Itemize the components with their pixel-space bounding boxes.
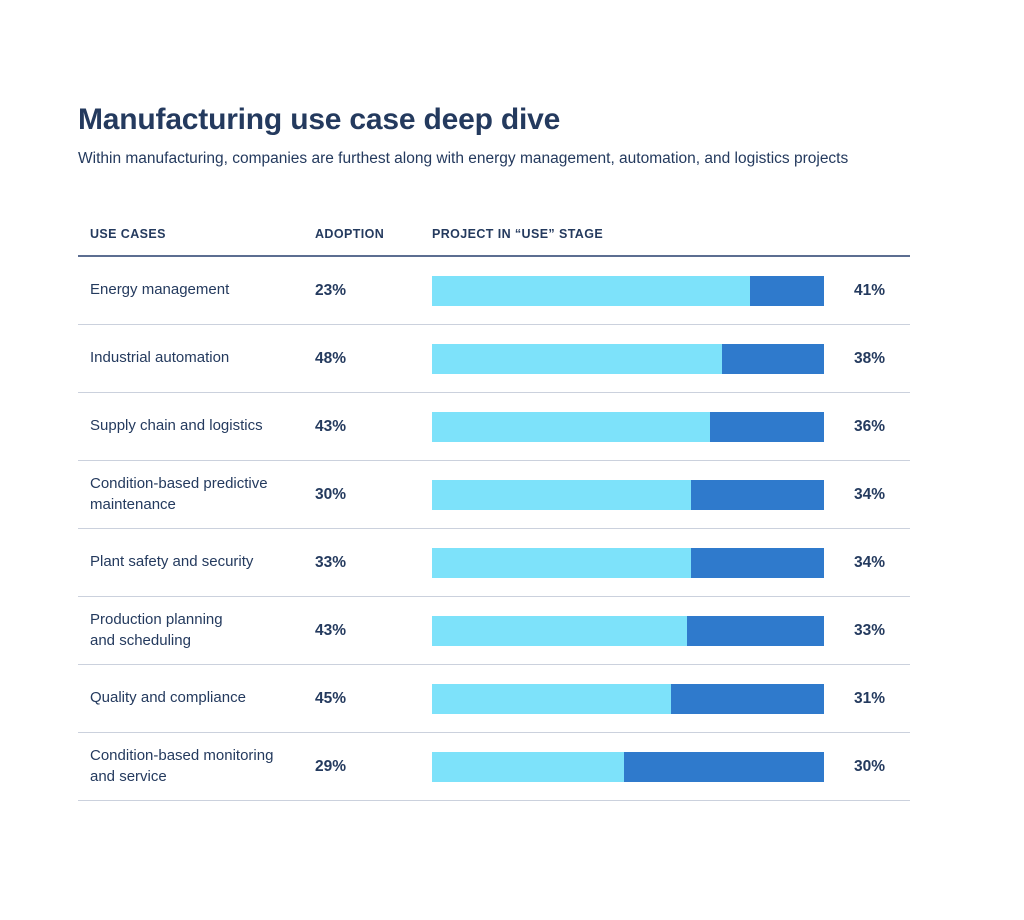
column-header-use-cases: USE CASES [90,226,166,241]
adoption-value: 29% [315,757,347,775]
bar-segment-light-blue [432,275,750,306]
table-row: Plant safety and security 33% 34% [78,529,910,597]
stacked-bar [432,343,824,374]
use-case-label: Supply chain and logistics [90,417,263,435]
stacked-bar [432,479,824,510]
table-body: Energy management 23% 41% Industrial aut… [78,257,910,801]
bar-segment-dark-blue [690,547,824,578]
table-row: Quality and compliance 45% 31% [78,665,910,733]
adoption-value: 45% [315,689,347,707]
stacked-bar [432,547,824,578]
stacked-bar [432,751,824,782]
bar-cell [432,683,824,714]
adoption-value: 33% [315,553,347,571]
bar-segment-light-blue [432,615,687,646]
page-subtitle: Within manufacturing, companies are furt… [78,150,849,167]
bar-cell [432,751,824,782]
bar-segment-dark-blue [671,683,824,714]
adoption-value: 23% [315,281,347,299]
use-case-label: Quality and compliance [90,689,246,707]
use-stage-value: 33% [854,621,886,639]
use-stage-value: 38% [854,349,886,367]
bar-segment-dark-blue [722,343,824,374]
use-stage-value: 41% [854,281,886,299]
adoption-value: 43% [315,621,347,639]
use-case-table: USE CASES ADOPTION PROJECT IN “USE” STAG… [78,212,910,801]
use-stage-value: 30% [854,757,886,775]
table-row: Production planning and scheduling 43% 33… [78,597,910,665]
bar-segment-light-blue [432,683,672,714]
bar-cell [432,615,824,646]
table-row: Condition-based predictive maintenance 30… [78,461,910,529]
page-title: Manufacturing use case deep dive [78,103,561,136]
adoption-value: 30% [315,485,347,503]
table-row: Energy management 23% 41% [78,257,910,325]
use-case-label: Condition-based predictive maintenance [90,474,268,513]
column-header-use-stage: PROJECT IN “USE” STAGE [432,226,604,241]
use-stage-value: 34% [854,485,886,503]
bar-segment-light-blue [432,479,691,510]
stacked-bar [432,275,824,306]
bar-segment-dark-blue [710,411,824,442]
bar-segment-light-blue [432,547,691,578]
report-content: Manufacturing use case deep dive Within … [78,0,910,801]
use-stage-value: 34% [854,553,886,571]
bar-cell [432,275,824,306]
use-case-label: Condition-based monitoring and service [90,746,274,785]
stacked-bar [432,683,824,714]
use-stage-value: 36% [854,417,886,435]
bar-segment-dark-blue [624,751,824,782]
bar-segment-dark-blue [749,275,824,306]
bar-segment-light-blue [432,411,711,442]
use-stage-value: 31% [854,689,886,707]
table-row: Condition-based monitoring and service 29… [78,733,910,801]
bar-cell [432,547,824,578]
bar-cell [432,479,824,510]
bar-segment-dark-blue [690,479,824,510]
column-header-adoption: ADOPTION [315,226,385,241]
use-case-label: Industrial automation [90,349,230,367]
adoption-value: 48% [315,349,347,367]
table-row: Industrial automation 48% 38% [78,325,910,393]
adoption-value: 43% [315,417,347,435]
stacked-bar [432,411,824,442]
bar-cell [432,411,824,442]
bar-segment-light-blue [432,751,625,782]
bar-cell [432,343,824,374]
use-case-label: Plant safety and security [90,553,254,571]
bar-segment-light-blue [432,343,723,374]
stacked-bar [432,615,824,646]
table-header-row: USE CASES ADOPTION PROJECT IN “USE” STAG… [78,212,910,257]
table-row: Supply chain and logistics 43% 36% [78,393,910,461]
use-case-label: Energy management [90,281,230,299]
bar-segment-dark-blue [686,615,824,646]
use-case-label: Production planning and scheduling [90,610,223,649]
